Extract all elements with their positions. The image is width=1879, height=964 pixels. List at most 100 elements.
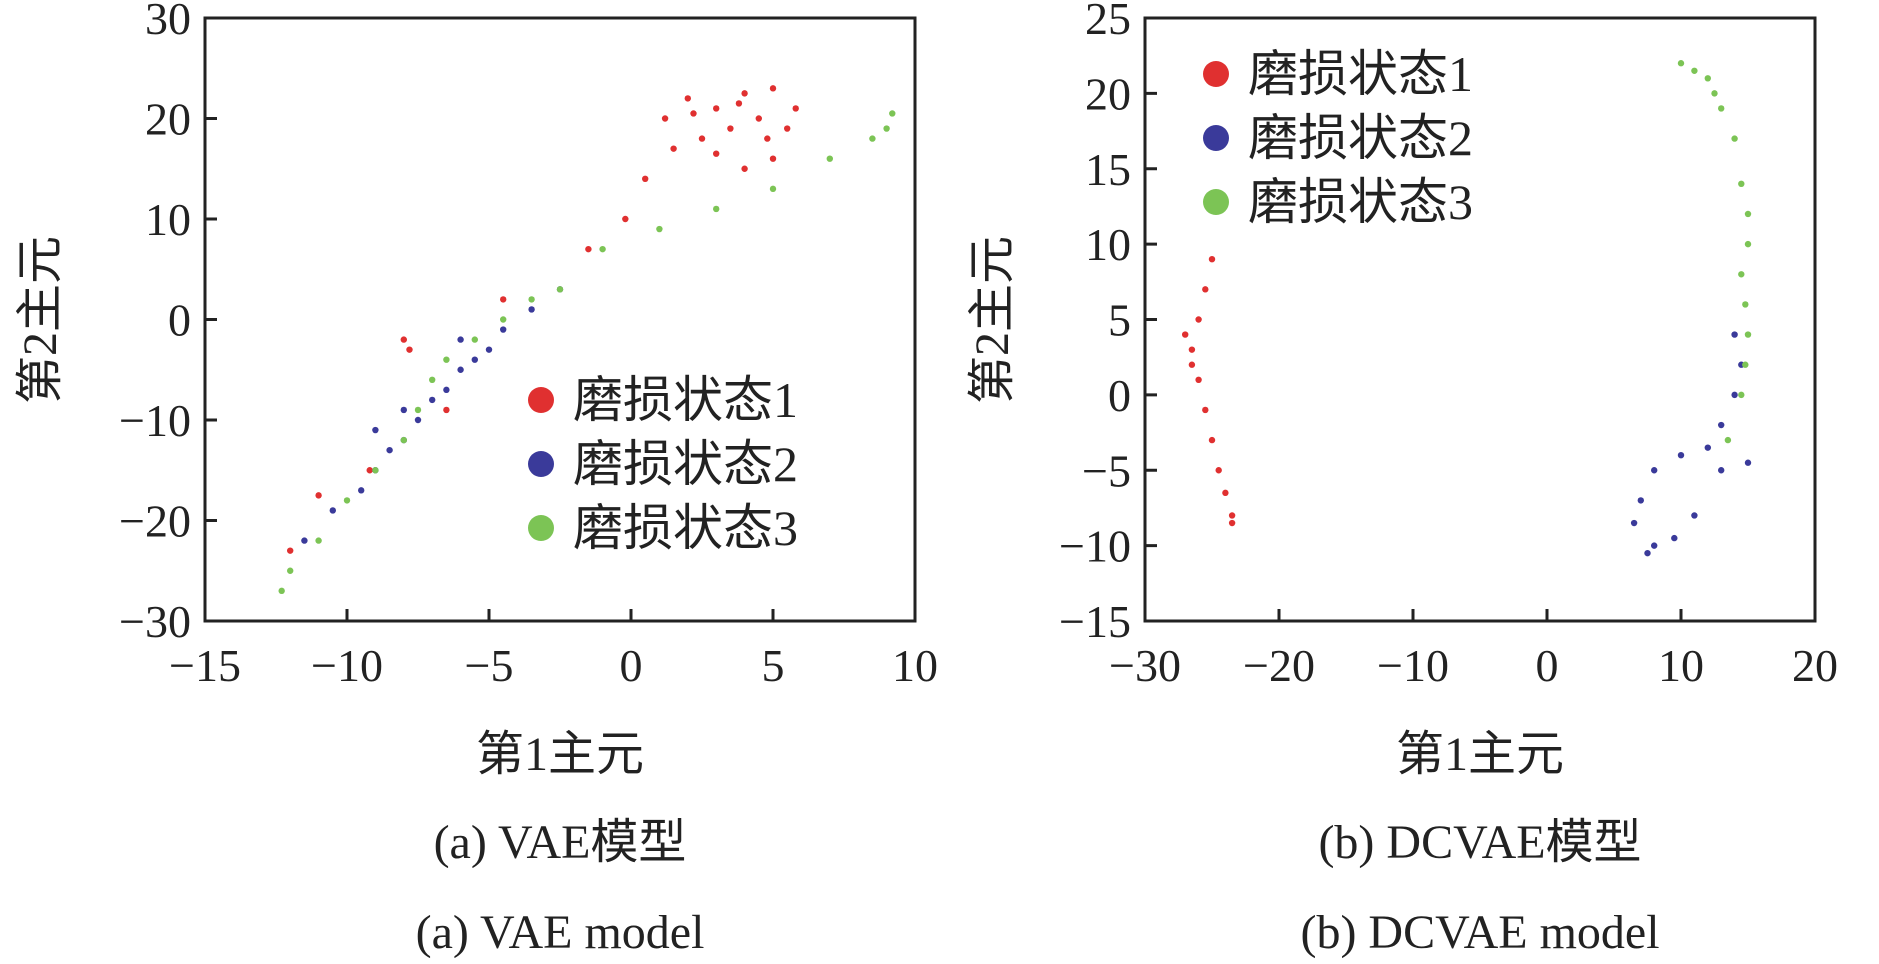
legend-label-2: 磨损状态2 [1248, 110, 1473, 166]
scatter-point-series-1 [366, 467, 373, 474]
y-tick-label: 15 [1085, 144, 1131, 195]
scatter-point-series-2 [1718, 421, 1725, 429]
points-b [1182, 60, 1752, 557]
scatter-point-series-3 [400, 436, 407, 444]
y-tick-label: −5 [1082, 445, 1131, 496]
scatter-point-series-3 [1742, 361, 1749, 368]
scatter-point-series-1 [1208, 256, 1216, 263]
scatter-point-series-3 [826, 155, 833, 162]
scatter-point-series-1 [741, 165, 748, 172]
scatter-point-series-1 [585, 245, 592, 253]
x-tick-label: 20 [1792, 640, 1838, 691]
scatter-point-series-2 [1691, 512, 1698, 519]
scatter-point-series-3 [556, 286, 564, 293]
x-axis-label-b: 第1主元 [1396, 728, 1564, 781]
scatter-point-series-3 [1677, 60, 1685, 67]
scatter-point-series-1 [1188, 346, 1196, 353]
scatter-point-series-1 [1202, 286, 1209, 293]
scatter-point-series-3 [1744, 240, 1752, 248]
y-tick-label: −15 [1059, 596, 1131, 647]
scatter-point-series-1 [1228, 519, 1236, 527]
scatter-point-series-3 [1738, 391, 1745, 399]
scatter-point-series-3 [769, 185, 777, 193]
y-tick-label: 10 [1085, 219, 1131, 270]
x-tick-label: −10 [1377, 640, 1449, 691]
plot-area-b [1143, 16, 1817, 623]
scatter-point-series-1 [1202, 406, 1209, 414]
scatter-point-series-3 [1744, 210, 1752, 218]
caption-cn-b: (b) DCVAE模型 [1318, 816, 1641, 869]
legend-a: 磨损状态1 磨损状态2 磨损状态3 [528, 372, 798, 556]
scatter-point-series-1 [443, 406, 450, 414]
legend-label-1: 磨损状态1 [573, 372, 798, 428]
scatter-point-series-2 [1630, 519, 1638, 527]
scatter-point-series-1 [642, 175, 649, 182]
y-tick-label: −30 [119, 596, 191, 647]
scatter-point-series-3 [471, 336, 478, 343]
scatter-point-series-2 [1637, 497, 1645, 504]
legend-marker-2 [528, 451, 554, 477]
scatter-point-series-3 [713, 205, 720, 213]
scatter-point-series-3 [414, 406, 422, 414]
legend-marker-3 [1203, 189, 1229, 215]
scatter-point-series-3 [1691, 67, 1698, 74]
scatter-point-series-1 [406, 346, 413, 353]
scatter-point-series-3 [1718, 105, 1725, 112]
scatter-point-series-2 [1731, 391, 1738, 399]
scatter-point-series-2 [1671, 534, 1678, 542]
scatter-point-series-2 [358, 487, 365, 494]
scatter-point-series-3 [1704, 75, 1712, 82]
scatter-point-series-3 [869, 135, 876, 142]
scatter-point-series-1 [698, 135, 706, 142]
x-tick-label: 10 [892, 640, 938, 691]
scatter-point-series-2 [500, 326, 507, 333]
scatter-point-series-3 [1724, 436, 1732, 444]
scatter-point-series-2 [1704, 444, 1712, 451]
scatter-point-series-1 [1215, 467, 1222, 474]
scatter-point-series-1 [500, 296, 507, 303]
y-tick-label: 20 [1085, 68, 1131, 119]
scatter-point-series-1 [1195, 316, 1202, 323]
scatter-point-series-3 [1742, 301, 1749, 308]
scatter-point-series-1 [1182, 331, 1189, 338]
y-tick-label: 5 [1108, 295, 1131, 346]
scatter-point-series-1 [287, 547, 294, 554]
x-tick-label: 10 [1658, 640, 1704, 691]
chart-panel-b: −30 −20 −10 0 10 20 25 20 15 10 5 0 −5 −10 −15 第1主元 第2… [966, 0, 1838, 959]
scatter-point-series-3 [287, 567, 294, 574]
ticks-a: −15 −10 −5 0 5 10 30 20 10 0 −10 −20 −30 [119, 0, 938, 691]
caption-en-b: (b) DCVAE model [1300, 906, 1659, 959]
scatter-point-series-2 [1718, 467, 1725, 474]
y-tick-label: −10 [1059, 521, 1131, 572]
y-tick-label: 20 [145, 94, 191, 145]
scatter-point-series-2 [443, 386, 450, 394]
scatter-point-series-3 [500, 316, 507, 323]
scatter-point-series-1 [315, 492, 322, 499]
y-tick-label: −10 [119, 395, 191, 446]
scatter-point-series-2 [1744, 459, 1752, 466]
scatter-point-series-3 [528, 296, 535, 303]
scatter-point-series-1 [713, 150, 720, 157]
scatter-point-series-1 [792, 105, 799, 112]
scatter-point-series-2 [429, 396, 436, 404]
scatter-point-series-1 [784, 125, 791, 132]
scatter-point-series-2 [1677, 451, 1685, 459]
scatter-point-series-1 [684, 95, 691, 102]
y-tick-label: 0 [168, 295, 191, 346]
legend-marker-1 [528, 387, 554, 413]
scatter-point-series-3 [883, 125, 890, 132]
scatter-point-series-2 [1651, 467, 1658, 474]
scatter-point-series-3 [889, 110, 896, 117]
scatter-point-series-2 [1651, 542, 1658, 549]
scatter-point-series-3 [1744, 331, 1752, 338]
legend-label-1: 磨损状态1 [1248, 46, 1473, 102]
x-tick-label: 0 [1536, 640, 1559, 691]
scatter-point-series-3 [372, 467, 379, 474]
scatter-point-series-3 [656, 225, 663, 233]
scatter-point-series-2 [457, 336, 464, 343]
y-tick-label: 25 [1085, 0, 1131, 44]
y-tick-label: 30 [145, 0, 191, 44]
chart-panel-a: −15 −10 −5 0 5 10 30 20 10 0 −10 −20 −30 第1主元 第2主元 磨… [14, 0, 938, 959]
x-tick-label: 0 [620, 640, 643, 691]
